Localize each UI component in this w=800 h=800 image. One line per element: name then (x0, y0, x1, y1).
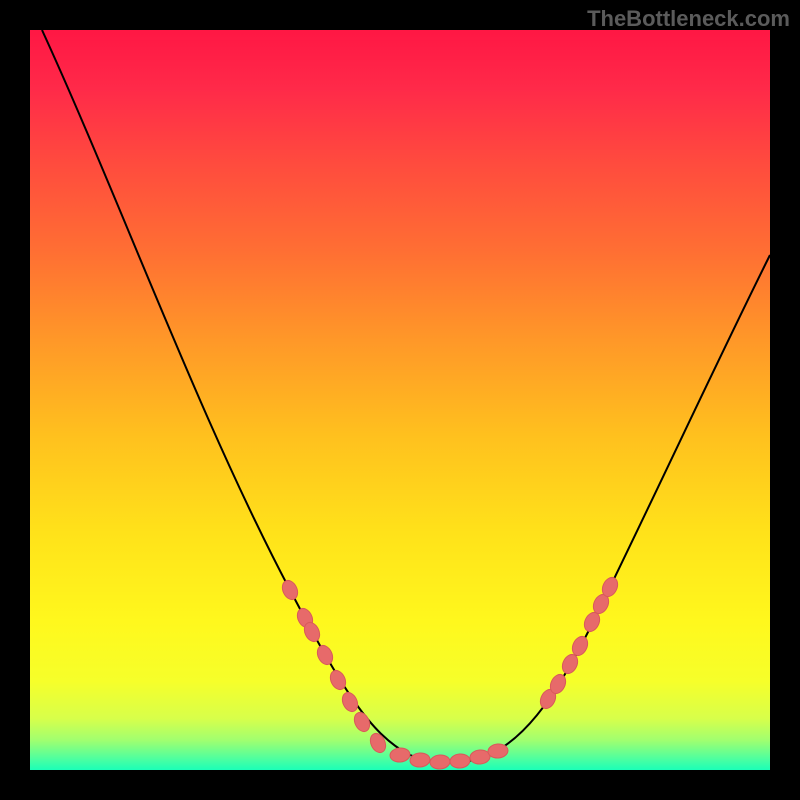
plot-svg (0, 0, 800, 800)
plot-background (30, 30, 770, 770)
watermark-text: TheBottleneck.com (587, 6, 790, 32)
